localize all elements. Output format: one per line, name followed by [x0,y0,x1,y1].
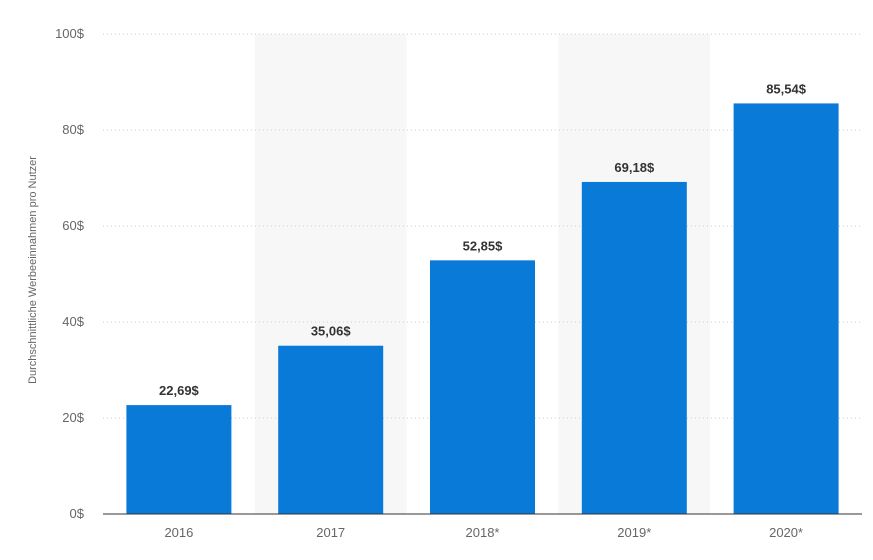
x-axis-ticks: 2016 2017 2018* 2019* 2020* [164,525,803,540]
x-tick-label: 2017 [316,525,345,540]
x-tick-label: 2016 [164,525,193,540]
bar [430,260,535,514]
x-tick-label: 2018* [466,525,500,540]
y-tick-label: 20$ [62,410,84,425]
y-axis-title: Durchschnittliche Werbeeinnahmen pro Nut… [27,156,39,384]
data-label: 35,06$ [311,324,352,339]
data-labels: 22,69$ 35,06$ 52,85$ 69,18$ 85,54$ [159,81,807,398]
data-label: 85,54$ [766,81,807,96]
bar [126,405,232,514]
bar [278,345,384,514]
bar [733,103,839,515]
bars [126,103,839,515]
data-label: 69,18$ [614,160,655,175]
y-tick-label: 0$ [70,506,85,521]
data-label: 52,85$ [463,238,504,253]
data-label: 22,69$ [159,383,200,398]
x-tick-label: 2019* [617,525,651,540]
y-tick-label: 60$ [62,218,84,233]
y-axis-ticks: 0$ 20$ 40$ 60$ 80$ 100$ [55,26,85,521]
y-tick-label: 40$ [62,314,84,329]
x-tick-label: 2020* [769,525,803,540]
bar [581,181,687,514]
y-tick-label: 100$ [55,26,85,41]
y-tick-label: 80$ [62,122,84,137]
